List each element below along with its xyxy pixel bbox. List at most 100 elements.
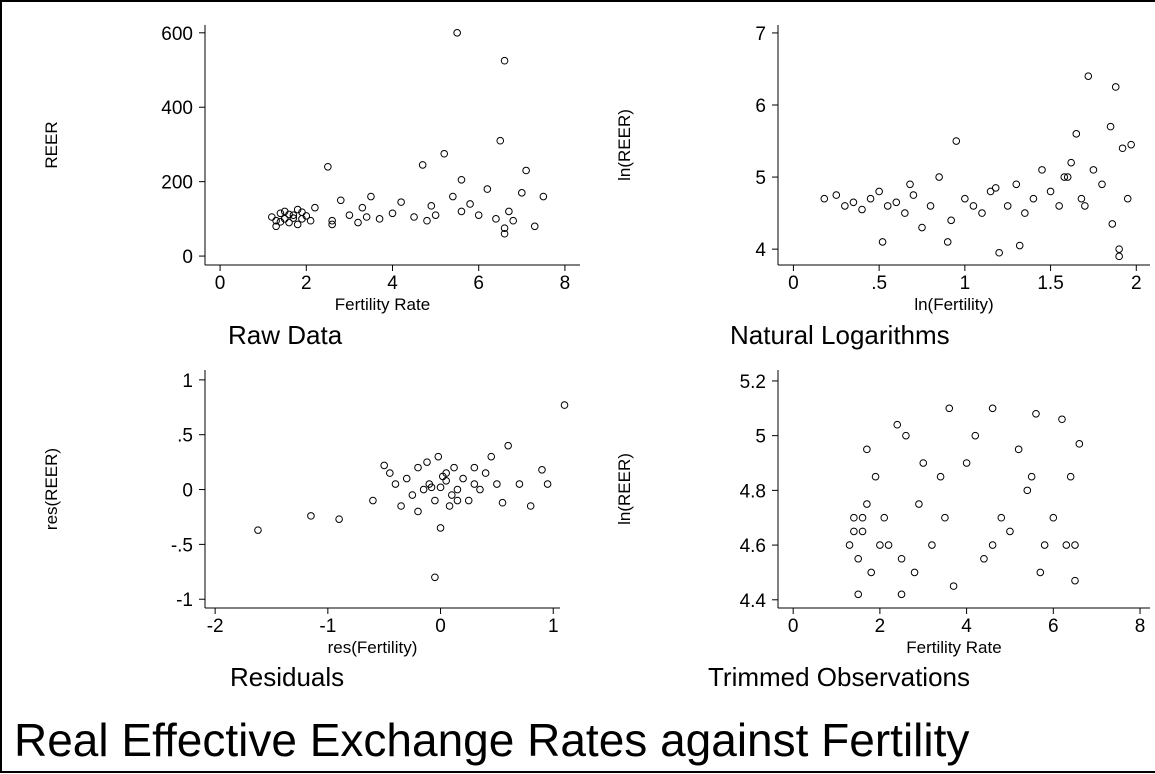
point xyxy=(1072,130,1081,138)
point xyxy=(487,452,496,461)
point xyxy=(526,502,535,510)
point xyxy=(254,526,262,534)
point xyxy=(947,216,955,225)
point xyxy=(893,420,902,429)
point xyxy=(943,238,952,246)
point xyxy=(1111,83,1120,91)
point xyxy=(883,202,892,210)
point xyxy=(306,216,315,225)
point xyxy=(871,472,880,481)
point xyxy=(453,485,462,494)
point xyxy=(402,474,411,483)
point xyxy=(820,194,829,203)
point xyxy=(474,211,483,219)
point xyxy=(419,485,428,494)
y-tick-label: 7 xyxy=(755,24,766,45)
point xyxy=(492,215,500,223)
point xyxy=(867,568,876,577)
point xyxy=(1012,180,1021,189)
point xyxy=(1023,486,1032,495)
point xyxy=(1036,568,1045,577)
point xyxy=(453,496,462,505)
point xyxy=(1027,472,1036,481)
y-tick-label: 4 xyxy=(755,240,766,261)
point xyxy=(854,554,863,563)
point xyxy=(336,196,345,205)
point xyxy=(498,498,507,507)
point xyxy=(945,404,954,413)
point xyxy=(941,513,949,522)
point xyxy=(997,513,1006,522)
point xyxy=(863,500,871,508)
point xyxy=(459,474,467,483)
point xyxy=(470,480,479,488)
point xyxy=(988,404,997,413)
point xyxy=(307,512,315,520)
point xyxy=(423,216,431,225)
point xyxy=(863,445,871,454)
point xyxy=(935,173,943,181)
point xyxy=(518,189,526,197)
point xyxy=(539,192,548,201)
point xyxy=(289,211,298,219)
point xyxy=(1127,140,1135,149)
point xyxy=(543,480,552,488)
point xyxy=(878,238,887,246)
point xyxy=(1089,166,1098,174)
point xyxy=(1046,187,1055,196)
point xyxy=(496,136,505,145)
x-tick-label: 2 xyxy=(1131,273,1142,294)
point xyxy=(918,223,926,232)
y-tick-label: 600 xyxy=(161,24,193,45)
x-tick-label: 4 xyxy=(387,273,398,294)
point xyxy=(915,500,923,508)
y-tick-label: 5 xyxy=(755,168,766,189)
point xyxy=(1060,173,1069,181)
point xyxy=(464,496,473,505)
point xyxy=(500,224,509,232)
point xyxy=(369,496,377,505)
point xyxy=(1077,194,1086,203)
point xyxy=(445,502,454,510)
y-tick-label: 5 xyxy=(755,427,766,448)
point xyxy=(858,205,866,214)
point xyxy=(1058,415,1066,424)
panel-subtitle: Raw Data xyxy=(228,320,343,350)
point xyxy=(466,200,474,208)
point xyxy=(457,207,466,216)
point xyxy=(1075,440,1084,448)
point xyxy=(448,491,456,499)
y-tick-label: 4.6 xyxy=(740,536,766,557)
point xyxy=(909,191,918,199)
point xyxy=(978,209,986,217)
y-tick-label: -.5 xyxy=(171,535,193,556)
point xyxy=(436,483,445,492)
x-tick-label: 6 xyxy=(473,273,484,294)
point xyxy=(505,207,513,216)
point xyxy=(423,458,431,466)
point xyxy=(481,469,490,477)
point xyxy=(1115,245,1123,253)
y-axis-label: ln(REER) xyxy=(615,453,634,525)
point xyxy=(1118,144,1127,153)
point xyxy=(969,202,978,210)
y-tick-label: 4.4 xyxy=(740,591,767,612)
point xyxy=(276,218,285,226)
point xyxy=(1021,209,1029,217)
point xyxy=(858,513,867,522)
point xyxy=(414,463,422,472)
point xyxy=(500,56,509,65)
point xyxy=(391,480,400,488)
point xyxy=(560,401,569,409)
point xyxy=(980,554,988,563)
point xyxy=(1067,158,1075,167)
point xyxy=(476,485,484,494)
point xyxy=(1098,180,1106,189)
point xyxy=(1081,202,1089,210)
y-tick-label: 4.8 xyxy=(740,481,766,502)
point xyxy=(1015,241,1024,250)
point xyxy=(897,590,906,599)
y-tick-label: 1 xyxy=(182,371,193,392)
